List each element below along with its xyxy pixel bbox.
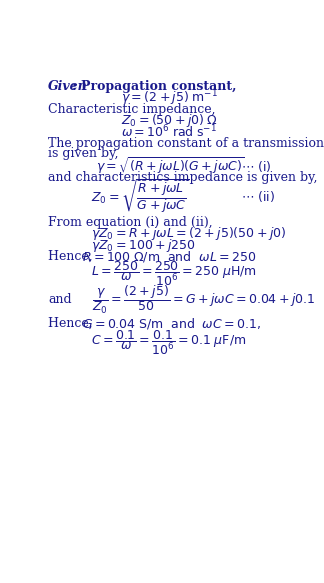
Text: $C = \dfrac{0.1}{\omega} = \dfrac{0.1}{10^6} = 0.1\;\mu\mathrm{F/m}$: $C = \dfrac{0.1}{\omega} = \dfrac{0.1}{1…: [91, 328, 246, 356]
Text: Hence,: Hence,: [48, 317, 101, 330]
Text: and characteristics impedance is given by,: and characteristics impedance is given b…: [48, 171, 318, 184]
Text: $\gamma Z_0 = R + j\omega L = (2 + j5)(50 + j0)$: $\gamma Z_0 = R + j\omega L = (2 + j5)(5…: [91, 225, 286, 243]
Text: $\gamma = (2 + j5)\;\mathrm{m}^{-1}$: $\gamma = (2 + j5)\;\mathrm{m}^{-1}$: [121, 88, 218, 108]
Text: $Z_0 = (50 + j0)\;\Omega$: $Z_0 = (50 + j0)\;\Omega$: [121, 112, 218, 129]
Text: and: and: [48, 293, 72, 306]
Text: $L = \dfrac{250}{\omega} = \dfrac{250}{10^6} = 250\;\mu\mathrm{H/m}$: $L = \dfrac{250}{\omega} = \dfrac{250}{1…: [91, 260, 256, 288]
Text: Given: Given: [48, 80, 88, 93]
Text: $\cdots$ (i): $\cdots$ (i): [241, 159, 272, 174]
Text: Hence,: Hence,: [48, 250, 101, 263]
Text: $R = 100\;\Omega/\mathrm{m}$  and  $\omega L = 250$: $R = 100\;\Omega/\mathrm{m}$ and $\omega…: [82, 249, 256, 264]
Text: Characteristic impedance,: Characteristic impedance,: [48, 103, 215, 116]
Text: $\omega = 10^6\;\mathrm{rad\;s}^{-1}$: $\omega = 10^6\;\mathrm{rad\;s}^{-1}$: [121, 124, 217, 140]
Text: $\gamma Z_0 = 100 + j250$: $\gamma Z_0 = 100 + j250$: [91, 237, 196, 254]
Text: From equation (i) and (ii),: From equation (i) and (ii),: [48, 216, 213, 229]
Text: The propagation constant of a transmission line: The propagation constant of a transmissi…: [48, 137, 324, 150]
Text: $G = 0.04\;\mathrm{S/m}$  and  $\omega C = 0.1,$: $G = 0.04\;\mathrm{S/m}$ and $\omega C =…: [82, 316, 261, 331]
Text: $\gamma = \sqrt{(R + j\omega L)(G + j\omega C)}$: $\gamma = \sqrt{(R + j\omega L)(G + j\om…: [96, 156, 245, 177]
Text: $\dfrac{\gamma}{Z_0} = \dfrac{(2 + j5)}{50} = G + j\omega C = 0.04 + j0.1$: $\dfrac{\gamma}{Z_0} = \dfrac{(2 + j5)}{…: [92, 284, 315, 316]
Text: $\cdots$ (ii): $\cdots$ (ii): [241, 189, 275, 204]
Text: is given by,: is given by,: [48, 147, 119, 160]
Text: $Z_0 = \sqrt{\dfrac{R + j\omega L}{G + j\omega C}}$: $Z_0 = \sqrt{\dfrac{R + j\omega L}{G + j…: [91, 178, 190, 215]
Text: : Propagation constant,: : Propagation constant,: [72, 80, 237, 93]
